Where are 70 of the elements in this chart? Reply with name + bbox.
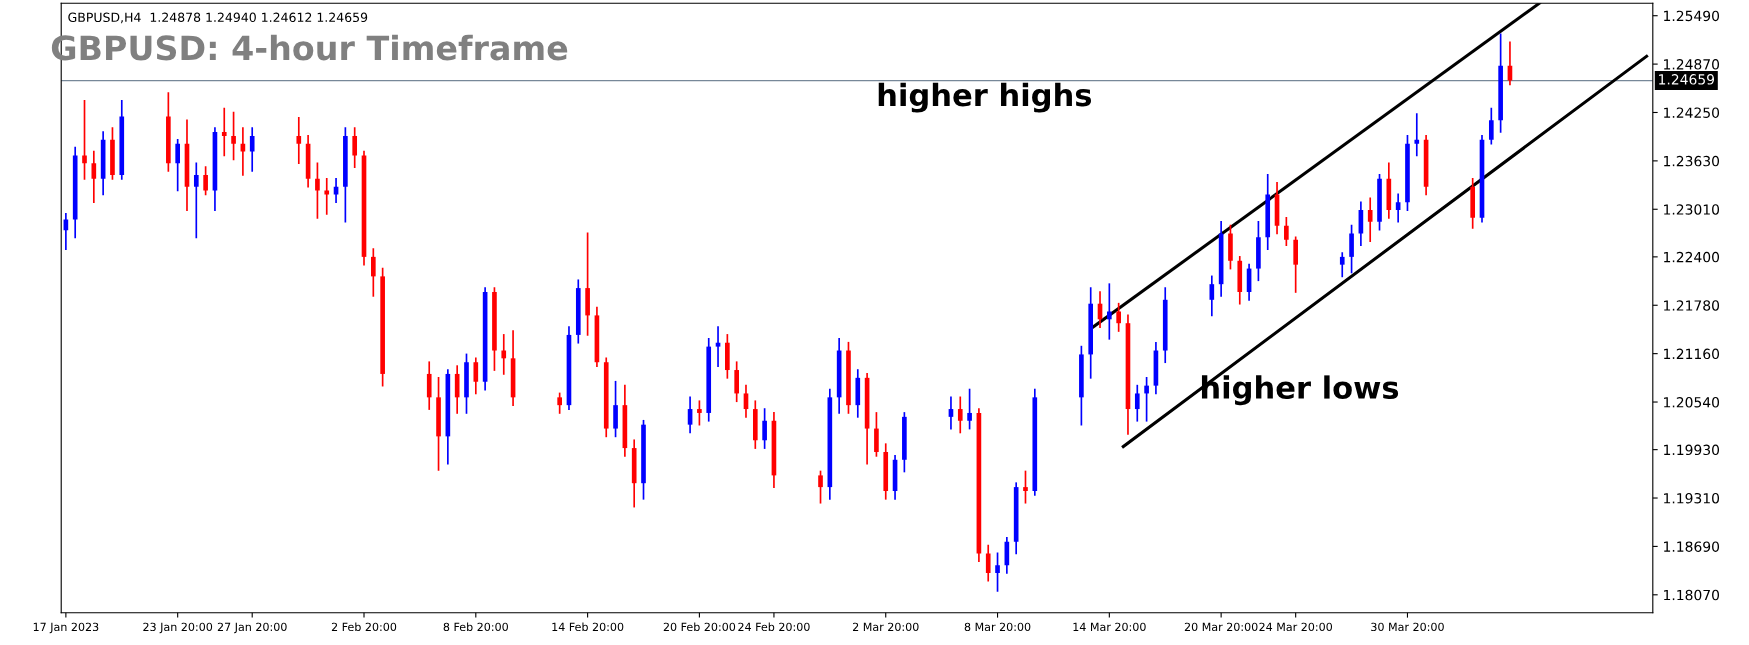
y-tick-label: 1.24870: [1664, 59, 1720, 70]
candlestick: [557, 392, 562, 414]
y-tick-label: 1.24250: [1664, 107, 1720, 118]
candlestick: [1349, 224, 1354, 274]
candlestick: [82, 99, 87, 180]
candlestick: [1116, 302, 1121, 332]
x-tick-label: 20 Feb 20:00: [663, 622, 736, 632]
y-tick-label: 1.18690: [1664, 541, 1720, 552]
candlestick: [426, 361, 432, 410]
y-tick-label: 1.23630: [1664, 155, 1720, 167]
candlestick: [454, 365, 460, 414]
candlestick: [315, 162, 320, 219]
candlestick: [985, 544, 991, 582]
x-tick-label: 27 Jan 20:00: [217, 622, 287, 634]
x-tick-label: 24 Feb 20:00: [738, 622, 810, 632]
y-tick-label: 1.23010: [1664, 204, 1720, 215]
candlestick: [1023, 470, 1028, 504]
candlestick: [995, 552, 1000, 592]
x-tick-label: 23 Jan 20:00: [143, 622, 213, 634]
annotation: higher highs: [878, 82, 1092, 113]
x-tick-label: 24 Mar 20:00: [1259, 622, 1333, 632]
y-tick-label: 1.21160: [1664, 348, 1720, 360]
y-tick-label: 1.20540: [1664, 397, 1720, 408]
y-tick-label: 1.19930: [1664, 444, 1720, 456]
x-tick-label: 17 Jan 2023: [33, 622, 99, 634]
candlestick: [370, 248, 376, 297]
annotation: higher lows: [1201, 375, 1399, 406]
x-tick-label: 2 Feb 20:00: [331, 622, 397, 632]
x-tick-label: 2 Mar 20:00: [852, 622, 919, 632]
candlestick: [697, 400, 702, 426]
y-tick-label: 1.19310: [1664, 492, 1720, 504]
y-tick-label: 1.25490: [1664, 10, 1720, 22]
candlestick: [1134, 384, 1140, 422]
candlestick: [967, 388, 972, 430]
y-tick-label: 1.18070: [1664, 589, 1720, 601]
candlestick: [1284, 217, 1289, 246]
candlestick: [501, 334, 507, 375]
candlestick: [296, 117, 302, 165]
candlestick: [1144, 377, 1149, 422]
candlestick: [613, 380, 618, 438]
candlestick: [91, 150, 97, 204]
candlestick: [1107, 283, 1112, 340]
x-tick-label: 30 Mar 20:00: [1371, 622, 1444, 632]
candlestick: [957, 396, 963, 434]
candlestick: [175, 138, 180, 192]
candlestick: [1339, 252, 1345, 278]
candlestick: [818, 470, 823, 504]
ref-line-label: 1.24659: [1659, 74, 1715, 85]
x-tick-label: 14 Mar 20:00: [1073, 622, 1146, 632]
candlestick: [203, 166, 208, 196]
y-tick-label: 1.21780: [1664, 300, 1720, 311]
candlestick: [193, 162, 199, 239]
y-tick-label: 1.22400: [1664, 251, 1720, 263]
candlestick: [1209, 275, 1215, 317]
candlestick: [762, 408, 767, 449]
candlestick: [221, 107, 227, 157]
candlestick: [249, 127, 255, 172]
candlestick: [1488, 107, 1494, 145]
candlestick: [1367, 197, 1373, 243]
candlestick: [231, 111, 236, 161]
candlestick: [352, 127, 358, 168]
x-tick-label: 20 Mar 20:00: [1184, 622, 1258, 632]
x-tick-label: 14 Feb 20:00: [552, 622, 624, 632]
x-tick-label: 8 Mar 20:00: [964, 622, 1031, 632]
candlestick: [1414, 113, 1420, 157]
candlestick: [874, 412, 879, 457]
candlestick: [473, 357, 479, 395]
candlestick: [734, 361, 739, 403]
x-tick-label: 8 Feb 20:00: [443, 622, 508, 632]
annotation: GBPUSD,H4 1.24878 1.24940 1.24612 1.24659: [68, 12, 368, 24]
